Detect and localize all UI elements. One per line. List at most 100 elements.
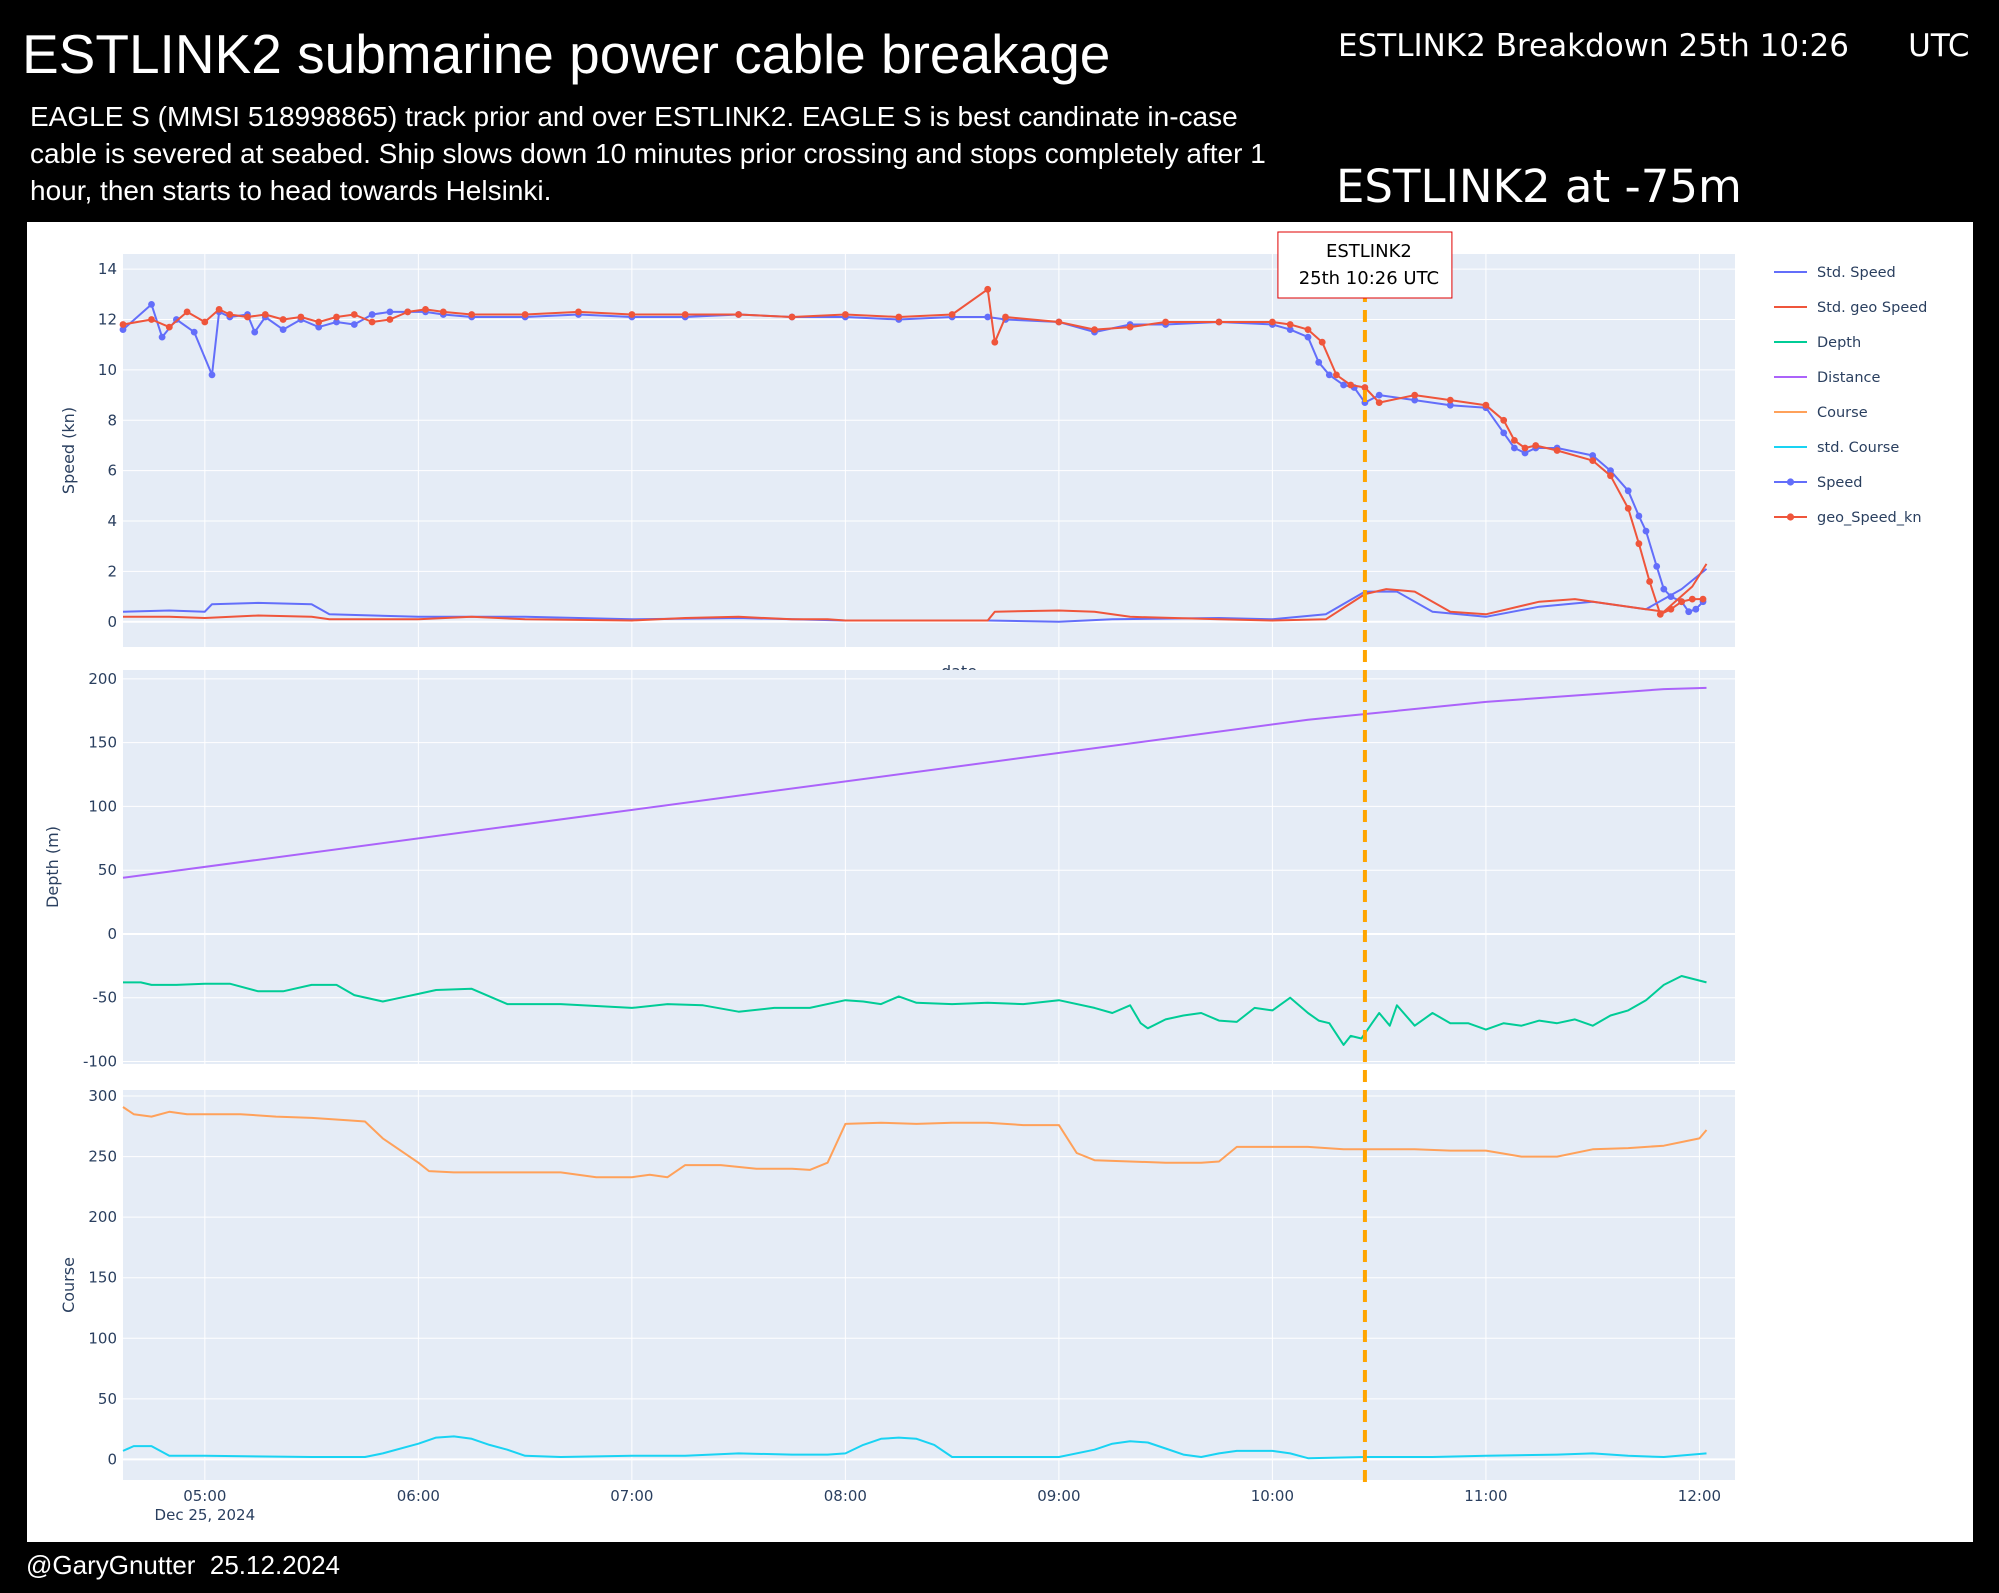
legend-label: std. Course [1817,440,1899,456]
data-point-speed [1521,449,1529,457]
y-tick-label: 200 [88,670,117,688]
data-point-geo_speed [521,311,529,318]
x-tick-label: 09:00 [1037,1487,1080,1505]
y-tick-label: 6 [107,462,117,480]
data-point-speed [1411,396,1419,404]
event-annotation-line1: ESTLINK2 [1326,241,1412,262]
page-title: ESTLINK2 submarine power cable breakage [22,23,1111,85]
data-point-geo_speed [1607,472,1614,480]
y-tick-label: 150 [88,1269,117,1287]
y-tick-label: 150 [88,734,117,752]
x-tick-label: 12:00 [1678,1487,1721,1505]
data-point-geo_speed [1521,444,1529,452]
data-point-geo_speed [1656,610,1664,618]
data-point-geo_speed [1286,321,1294,328]
data-point-speed [1340,381,1347,389]
y-tick-label: 300 [88,1087,117,1105]
data-point-geo_speed [735,311,742,318]
x-tick-label: 06:00 [397,1487,440,1505]
data-point-speed [368,311,376,318]
data-point-geo_speed [842,311,849,318]
x-tick-label: 05:00 [183,1487,226,1505]
panel-depth_distance: -100 -50 0 50 100 150 200 Depth (m) [43,670,1735,1070]
data-point-geo_speed [148,316,155,323]
data-point-geo_speed [1446,396,1454,404]
data-point-geo_speed [1215,318,1223,326]
legend-label: geo_Speed_kn [1817,510,1922,526]
y-axis-title: Speed (kn) [59,407,78,494]
data-point-speed [208,371,216,379]
data-point-geo_speed [1269,318,1276,326]
data-point-geo_speed [261,311,269,318]
data-point-geo_speed [948,311,956,318]
data-point-geo_speed [279,316,287,323]
y-tick-label: 14 [98,260,117,278]
data-point-geo_speed [1699,595,1707,603]
data-point-geo_speed [895,313,903,321]
y-tick-label: 100 [88,1329,117,1347]
data-point-geo_speed [1678,598,1685,606]
data-point-geo_speed [1532,442,1540,449]
data-point-geo_speed [215,306,223,313]
y-axis-title: Course [59,1257,78,1313]
y-tick-label: 100 [88,797,117,815]
data-point-geo_speed [297,313,305,321]
data-point-speed [1589,452,1597,459]
data-point-geo_speed [368,318,376,326]
data-point-speed [1375,391,1383,399]
data-point-geo_speed [119,321,127,328]
series-line-course [122,1106,1708,1179]
data-point-speed [350,321,358,328]
data-point-geo_speed [468,311,476,318]
data-point-geo_speed [386,316,394,323]
x-tick-label: 11:00 [1464,1487,1507,1505]
y-tick-label: 50 [98,1390,117,1408]
data-point-geo_speed [991,338,999,346]
y-tick-label: 8 [107,411,117,429]
data-point-speed [190,328,198,336]
data-point-geo_speed [788,313,796,321]
x-date-label: Dec 25, 2024 [155,1506,256,1524]
panel-course: 0 50 100 150 200 250 300 Course [59,1087,1735,1480]
data-point-speed [1642,527,1650,535]
data-point-speed [1511,444,1518,452]
legend: Std. Speed Std. geo Speed Depth Distance Cou… [1774,265,1927,526]
legend-marker [1786,478,1795,486]
data-point-geo_speed [1091,326,1098,333]
data-point-speed [148,301,155,308]
data-point-geo_speed [333,313,340,321]
data-point-geo_speed [1482,401,1490,409]
data-point-geo_speed [575,308,582,316]
data-point-geo_speed [1304,326,1312,333]
data-point-geo_speed [1624,505,1632,512]
legend-label: Depth [1817,335,1861,351]
data-point-geo_speed [1411,391,1419,399]
event-annotation-line2: 25th 10:26 UTC [1299,268,1439,289]
legend-label: Distance [1817,370,1880,386]
data-point-speed [984,313,992,321]
y-tick-label: 4 [107,512,117,530]
y-tick-label: 10 [98,361,117,379]
data-point-geo_speed [628,311,636,318]
data-point-speed [1653,563,1661,570]
page-subtitle: EAGLE S (MMSI 518998865) track prior and… [30,101,1266,206]
data-point-speed [1692,605,1700,613]
data-point-speed [1607,467,1614,475]
y-axis-title: Depth (m) [43,826,62,908]
legend-label: Std. Speed [1817,265,1896,281]
data-point-speed [279,326,287,333]
plot-area-course [123,1090,1735,1480]
y-tick-label: 0 [107,613,117,631]
data-point-geo_speed [1347,381,1355,389]
data-point-speed [315,323,323,331]
y-tick-label: -50 [93,989,118,1007]
data-point-geo_speed [1646,578,1653,585]
legend-label: Std. geo Speed [1817,300,1927,316]
series-line-distance [122,686,1707,879]
data-point-geo_speed [984,285,992,293]
data-point-geo_speed [244,313,251,321]
data-point-geo_speed [1511,437,1518,444]
panel-speed: 0 2 4 6 8 10 12 14 Speed (kn) [59,254,1735,647]
x-tick-label: 10:00 [1251,1487,1294,1505]
